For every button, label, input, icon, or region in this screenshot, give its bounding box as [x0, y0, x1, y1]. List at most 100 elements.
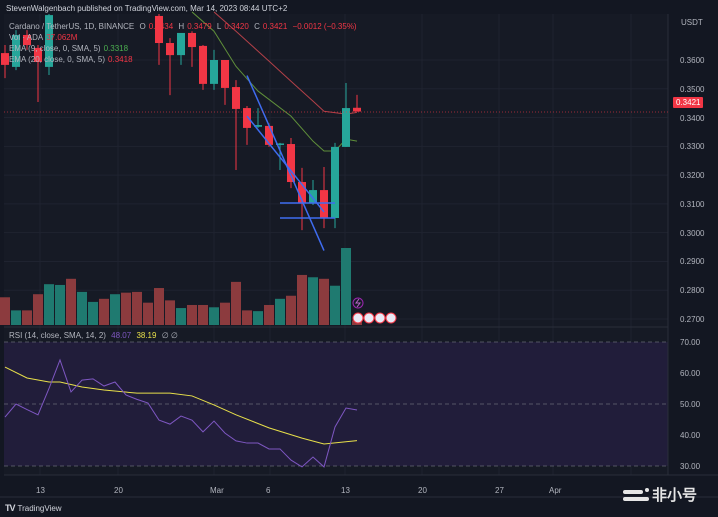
volume-bar [55, 284, 65, 325]
rsi-tick: 30.00 [680, 462, 701, 471]
candle-body [298, 182, 306, 204]
us-flag-event-icon[interactable] [352, 312, 364, 324]
volume-bars [0, 248, 362, 325]
candle-body [1, 53, 9, 65]
low-label: L [216, 22, 222, 31]
time-tick: 13 [341, 486, 350, 495]
tv-logo-mark: TV [5, 503, 15, 513]
volume-bar [231, 281, 241, 325]
volume-bar [22, 310, 32, 325]
ema9-legend[interactable]: EMA (9, close, 0, SMA, 5) 0.3318 [9, 44, 131, 53]
candle-body [23, 34, 31, 46]
price-tick: 0.3200 [680, 171, 705, 181]
rsi-tick: 40.00 [680, 431, 701, 440]
volume-bar [132, 291, 142, 325]
ema9-label: EMA (9, close, 0, SMA, 5) [9, 44, 101, 53]
price-tick: 0.3000 [680, 228, 705, 238]
volume-bar [242, 310, 252, 325]
price-tick: 0.3300 [680, 142, 705, 152]
watermark-logo-icon [623, 488, 649, 504]
volume-bar [44, 284, 54, 325]
volume-bar [99, 298, 109, 325]
candle-body [276, 143, 284, 145]
volume-bar [154, 288, 164, 325]
rsi-sma-value: 38.19 [136, 331, 157, 340]
candles [1, 14, 361, 231]
close-label: C [254, 22, 260, 31]
rsi-label: RSI (14, close, SMA, 14, 2) [9, 331, 106, 340]
volume-bar [286, 295, 296, 325]
candle-body [199, 45, 207, 84]
ema20-legend[interactable]: EMA (20, close, 0, SMA, 5) 0.3418 [9, 55, 136, 64]
rsi-band-lines [4, 341, 668, 467]
symbol-name: Cardano / TetherUS, 1D, BINANCE [9, 22, 135, 31]
high-label: H [178, 22, 185, 31]
rsi-tick: 60.00 [680, 369, 701, 378]
us-flag-event-icon[interactable] [385, 312, 397, 324]
volume-legend[interactable]: Vol · ADA 37.062M [9, 33, 80, 42]
volume-bar [275, 298, 285, 325]
time-tick: 13 [36, 486, 45, 495]
volume-bar [220, 302, 230, 325]
close-value: 0.3421 [262, 22, 288, 31]
last-price-badge: 0.3421 [673, 97, 704, 108]
event-icons[interactable] [352, 297, 397, 324]
rsi-sma-line [4, 366, 358, 445]
rsi-value: 48.07 [111, 331, 132, 340]
volume-bar [209, 307, 219, 325]
candle-body [155, 15, 163, 44]
ema20-value: 0.3418 [108, 55, 133, 64]
tradingview-logo[interactable]: TV TradingView [5, 503, 62, 513]
volume-bar [341, 248, 351, 325]
us-flag-event-icon[interactable] [363, 312, 375, 324]
volume-bar [0, 297, 10, 325]
price-tick: 0.2700 [680, 315, 705, 325]
candle-body [188, 32, 196, 48]
ema9-value: 0.3318 [103, 44, 129, 53]
price-tick: 0.3600 [680, 56, 705, 65]
candle-body [210, 60, 218, 84]
volume-bar [330, 285, 340, 325]
candle-body [12, 34, 20, 67]
currency-label[interactable]: USDT [681, 18, 703, 27]
volume-bar [121, 292, 131, 325]
candle-body [221, 60, 229, 88]
volume-value: 37.062M [46, 33, 78, 42]
watermark-text: 非小号 [652, 487, 698, 504]
volume-bar [66, 278, 76, 325]
drawings[interactable] [246, 75, 335, 251]
volume-bar [176, 308, 186, 325]
candle-body [331, 146, 339, 219]
candle-body [34, 47, 42, 63]
time-tick: Mar [210, 486, 224, 495]
candle-body [353, 107, 361, 112]
rsi-tick: 50.00 [680, 400, 701, 409]
volume-label: Vol · ADA [9, 33, 44, 42]
us-flag-event-icon[interactable] [374, 312, 386, 324]
lightning-glyph-icon [355, 298, 361, 308]
candle-body [243, 108, 251, 128]
symbol-legend[interactable]: Cardano / TetherUS, 1D, BINANCE O 0.3434 … [9, 22, 360, 31]
price-tick: 0.2800 [680, 286, 705, 296]
rsi-legend[interactable]: RSI (14, close, SMA, 14, 2) 48.07 38.19 … [9, 331, 181, 340]
candle-body [287, 144, 295, 183]
volume-bar [77, 291, 87, 325]
candle-body [254, 125, 262, 127]
volume-bar [198, 304, 208, 325]
candle-body [309, 190, 317, 204]
rsi-line [4, 358, 358, 468]
volume-bar [297, 274, 307, 325]
open-label: O [139, 22, 146, 31]
volume-bar [11, 310, 21, 325]
rsi-tick: 70.00 [680, 338, 701, 347]
brand-name: TradingView [17, 504, 62, 513]
volume-bar [165, 300, 175, 325]
rsi-series [4, 358, 358, 468]
ema9-line [191, 11, 358, 152]
candle-body [232, 87, 240, 109]
price-tick: 0.2900 [680, 257, 705, 267]
lightning-event-icon[interactable] [352, 297, 364, 309]
candle-body [45, 15, 53, 67]
volume-bar [88, 301, 98, 325]
